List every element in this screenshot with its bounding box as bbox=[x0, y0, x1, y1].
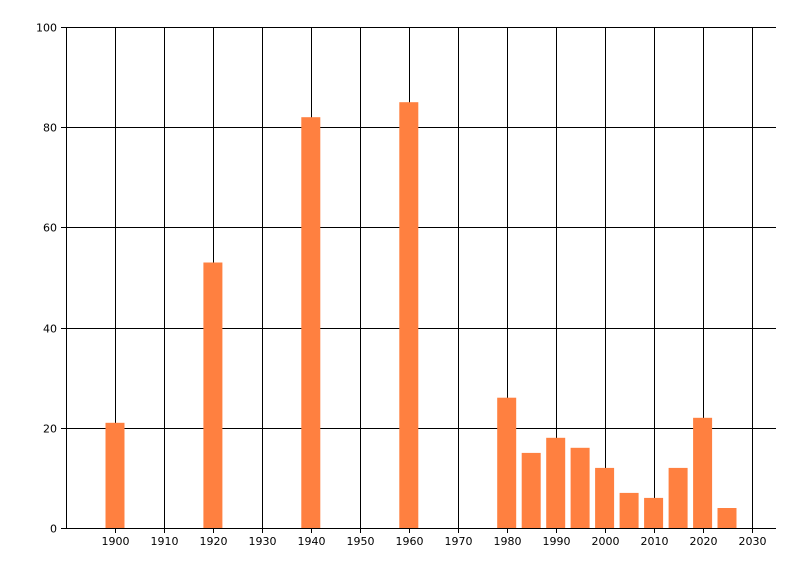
x-tick-label: 1930 bbox=[249, 535, 277, 548]
x-tick-label: 1970 bbox=[445, 535, 473, 548]
x-tick-label: 1980 bbox=[494, 535, 522, 548]
bar-1960 bbox=[399, 102, 419, 528]
x-tick-label: 1990 bbox=[543, 535, 571, 548]
bar-2020 bbox=[693, 417, 713, 528]
bar-1980 bbox=[497, 397, 517, 528]
x-tick-label: 2010 bbox=[641, 535, 669, 548]
bar-1995 bbox=[570, 447, 590, 528]
x-tick-label: 1940 bbox=[298, 535, 326, 548]
bar-1920 bbox=[203, 262, 223, 528]
y-tick-label: 100 bbox=[36, 22, 57, 35]
x-tick-label: 1900 bbox=[102, 535, 130, 548]
bar-1985 bbox=[521, 452, 541, 528]
x-tick-label: 1950 bbox=[347, 535, 375, 548]
x-tick-label: 2030 bbox=[739, 535, 767, 548]
x-tick-label: 2000 bbox=[592, 535, 620, 548]
bar-2015 bbox=[668, 467, 688, 528]
y-tick-label: 0 bbox=[50, 523, 57, 536]
bar-2010 bbox=[644, 497, 664, 528]
axes bbox=[61, 27, 776, 533]
bar-1940 bbox=[301, 117, 321, 528]
bar-1990 bbox=[546, 437, 566, 528]
y-tick-label: 60 bbox=[43, 222, 57, 235]
x-tick-label: 1920 bbox=[200, 535, 228, 548]
y-tick-label: 20 bbox=[43, 423, 57, 436]
bar-2000 bbox=[595, 467, 615, 528]
y-tick-label: 80 bbox=[43, 122, 57, 135]
bar-2005 bbox=[619, 492, 639, 528]
bar-1900 bbox=[105, 422, 125, 528]
x-tick-label: 1910 bbox=[151, 535, 179, 548]
y-tick-label: 40 bbox=[43, 323, 57, 336]
y-tick-labels: 0 20 40 60 80 100 bbox=[36, 22, 57, 536]
bars bbox=[105, 102, 737, 528]
x-tick-label: 2020 bbox=[690, 535, 718, 548]
grid-lines bbox=[66, 27, 776, 529]
x-tick-labels: 1900 1910 1920 1930 1940 1950 1960 1970 1980 1990… bbox=[102, 535, 767, 548]
bar-2025 bbox=[717, 508, 737, 528]
x-tick-label: 1960 bbox=[396, 535, 424, 548]
